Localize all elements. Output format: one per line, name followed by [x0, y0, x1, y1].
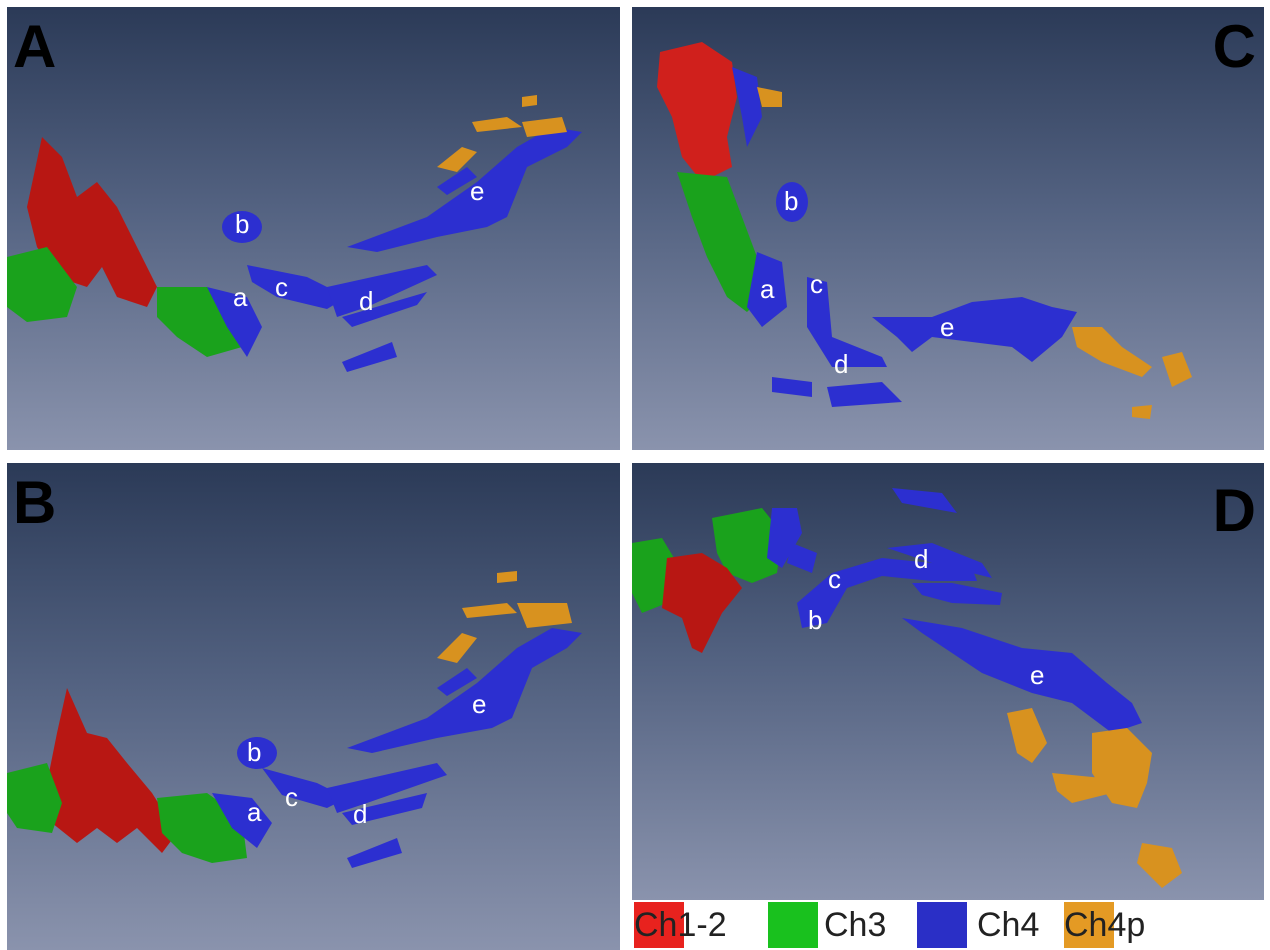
label-d: d — [914, 544, 928, 574]
orange-structure — [437, 571, 572, 663]
legend-swatch-green — [768, 902, 818, 948]
label-c: c — [828, 564, 841, 594]
legend-swatch-orange — [1064, 902, 1114, 948]
blue-structure-c — [247, 265, 347, 309]
label-d: d — [353, 799, 367, 829]
legend: Ch1-2 Ch3 Ch4 Ch4p — [632, 900, 1264, 950]
label-a: a — [247, 797, 262, 827]
label-e: e — [1030, 660, 1044, 690]
panel-c-render: b a c d e — [657, 42, 1192, 419]
label-e: e — [472, 689, 486, 719]
blue-structure-e — [872, 297, 1077, 362]
panel-label-c: C — [1212, 13, 1256, 80]
red-structure — [47, 688, 177, 853]
panel-a: b a c d e A — [7, 7, 620, 450]
panel-b-render: b a c d e — [7, 571, 582, 868]
legend-swatch-blue — [917, 902, 967, 948]
panel-a-render: b a c d e — [7, 95, 582, 372]
label-a: a — [760, 274, 775, 304]
legend-item-ch3: Ch3 — [768, 902, 886, 948]
label-d: d — [359, 286, 373, 316]
label-b: b — [247, 737, 261, 767]
green-structure — [7, 247, 242, 357]
blue-structure-b — [237, 737, 277, 769]
blue-structure-d — [772, 377, 902, 407]
blue-structure-a — [732, 67, 787, 327]
legend-item-ch1-2: Ch1-2 — [634, 902, 727, 948]
label-b: b — [235, 209, 249, 239]
blue-structure-c — [262, 768, 347, 808]
legend-item-ch4p: Ch4p — [1064, 902, 1145, 948]
label-b: b — [784, 186, 798, 216]
label-e: e — [470, 176, 484, 206]
blue-structure — [767, 508, 817, 573]
panel-label-b: B — [13, 469, 57, 536]
blue-structure-d — [327, 763, 447, 868]
blue-structure-e — [347, 628, 582, 753]
red-structure — [662, 553, 742, 653]
blue-structure-e — [347, 127, 582, 252]
blue-structure-e — [902, 618, 1142, 733]
label-c: c — [275, 272, 288, 302]
legend-swatch-red — [634, 902, 684, 948]
label-c: c — [285, 782, 298, 812]
blue-structure-b-c — [797, 558, 977, 628]
orange-structure — [437, 95, 567, 172]
legend-item-ch4: Ch4 — [917, 902, 1039, 948]
blue-structure-a — [212, 793, 272, 848]
label-b: b — [808, 605, 822, 635]
blue-structure-b — [776, 182, 808, 222]
panel-label-d: D — [1212, 477, 1256, 544]
panel-b: b a c d e B — [7, 463, 620, 950]
panel-d: b c d e D — [632, 463, 1264, 900]
label-e: e — [940, 312, 954, 342]
legend-label-ch4p: Ch4p — [1064, 905, 1146, 944]
blue-structure-a — [207, 287, 262, 357]
legend-label-ch4: Ch4 — [977, 905, 1040, 944]
green-structure — [677, 172, 762, 312]
blue-structure-d — [327, 265, 437, 372]
blue-structure-d — [887, 488, 1002, 605]
panel-label-a: A — [13, 13, 57, 80]
orange-structure — [1007, 708, 1182, 888]
label-d: d — [834, 349, 848, 379]
orange-structure — [757, 87, 1192, 419]
legend-label-ch3: Ch3 — [824, 905, 887, 944]
blue-structure-b — [222, 211, 262, 243]
panel-d-render: b c d e — [632, 488, 1182, 888]
panel-c: b a c d e C — [632, 7, 1264, 450]
red-structure — [657, 42, 737, 182]
blue-structure-c — [807, 277, 887, 367]
label-a: a — [233, 282, 248, 312]
legend-label-ch1-2: Ch1-2 — [634, 905, 727, 944]
label-c: c — [810, 269, 823, 299]
green-structure — [7, 763, 247, 863]
